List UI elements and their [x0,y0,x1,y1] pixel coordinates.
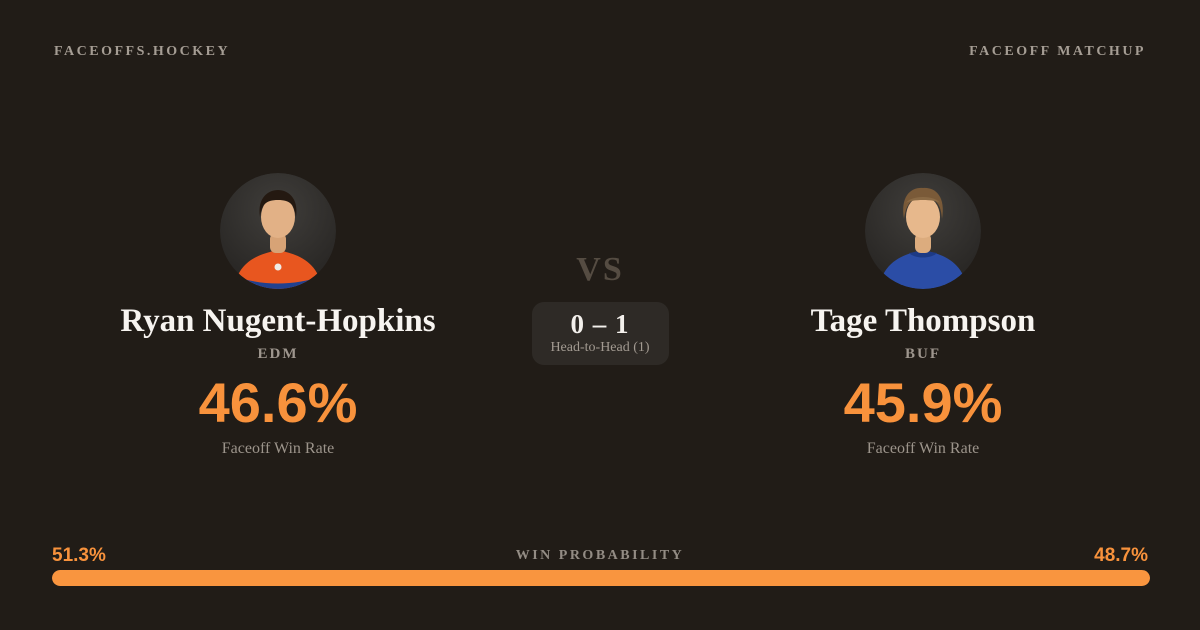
player-team: BUF [905,345,941,362]
matchup-center: VS 0 – 1 Head-to-Head (1) [480,250,720,366]
player-photo-left [220,173,336,289]
player-photo-right [865,173,981,289]
head-to-head-box: 0 – 1 Head-to-Head (1) [531,301,669,366]
win-probability-bar-fill [52,570,1150,586]
player-name: Ryan Nugent-Hopkins [120,303,436,339]
win-probability-right-value: 48.7% [1094,545,1148,566]
tage-thompson-headshot-icon [865,173,981,289]
head-to-head-label: Head-to-Head (1) [550,340,650,356]
player-card-right: Tage Thompson BUF 45.9% Faceoff Win Rate [703,173,1143,458]
vs-label: VS [576,251,624,288]
faceoff-win-rate-value: 46.6% [198,370,358,434]
win-probability-title: WIN PROBABILITY [515,548,685,563]
faceoff-win-rate-label: Faceoff Win Rate [221,439,335,457]
player-name: Tage Thompson [810,303,1036,339]
player-card-left: Ryan Nugent-Hopkins EDM 46.6% Faceoff Wi… [58,173,498,458]
win-probability-left-value: 51.3% [52,545,106,566]
head-to-head-score: 0 – 1 [570,308,630,339]
ryan-nugent-hopkins-headshot-icon [220,173,336,289]
win-probability-bar [52,570,1150,586]
faceoff-win-rate-value: 45.9% [843,370,1003,434]
brand-wordmark: FACEOFFS.HOCKEY [54,44,231,59]
faceoff-win-rate-label: Faceoff Win Rate [866,439,980,457]
player-team: EDM [257,345,299,362]
page-title: FACEOFF MATCHUP [969,44,1146,59]
